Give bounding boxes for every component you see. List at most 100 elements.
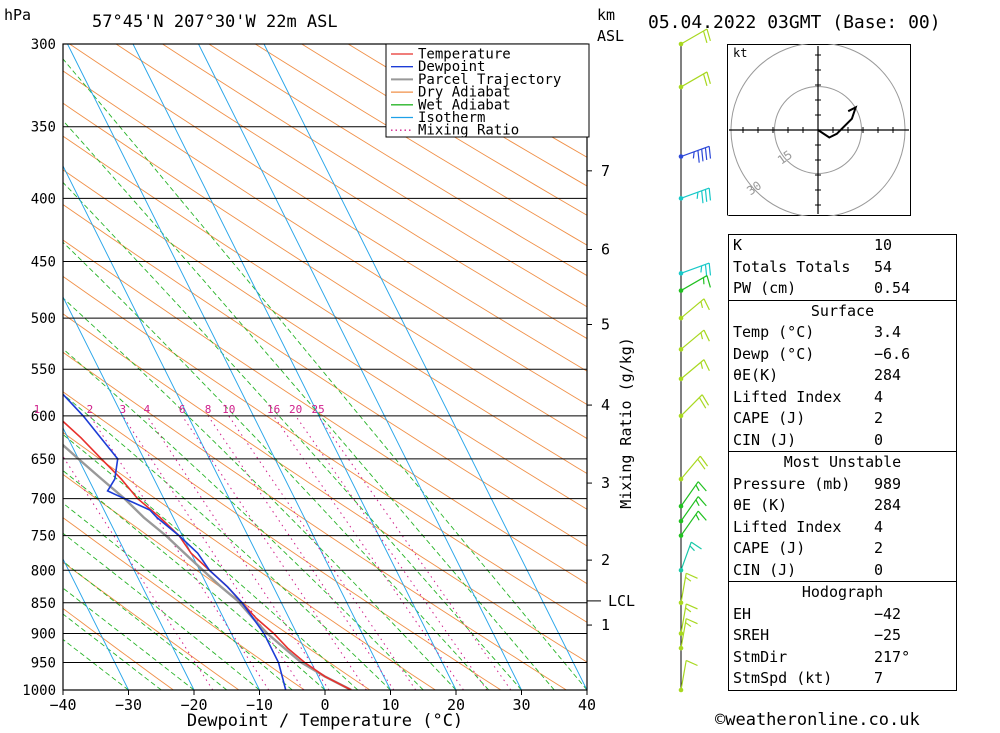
wet-adiabat bbox=[63, 393, 391, 690]
surface-value: 4 bbox=[874, 387, 884, 406]
surface-title: Surface bbox=[810, 301, 875, 320]
dry-adiabat bbox=[162, 44, 587, 308]
hodograph-ring-label: 15 bbox=[775, 148, 795, 168]
dry-adiabat bbox=[63, 102, 587, 440]
dry-adiabat bbox=[255, 44, 587, 246]
x-tick-label: 40 bbox=[578, 696, 596, 714]
dewpoint-profile bbox=[63, 393, 287, 690]
mixing-ratio-label: 8 bbox=[205, 403, 212, 416]
mixing-ratio-label: 3 bbox=[119, 403, 126, 416]
hodograph-stat-value: −25 bbox=[874, 626, 902, 644]
surface-section: Surface Temp (°C) 3.4 Dewp (°C) −6.6 θE(K) 28… bbox=[729, 299, 956, 452]
surface-label: Lifted Index bbox=[733, 387, 842, 406]
hodograph-section: Hodograph EH −42 SREH −25 StmDir 217° StmSpd (… bbox=[729, 581, 956, 690]
hodograph-stat-row: StmDir 217° bbox=[729, 647, 956, 669]
wind-barb bbox=[678, 28, 711, 47]
km-tick-label: 1 bbox=[601, 616, 610, 634]
surface-row: Dewp (°C) −6.6 bbox=[729, 344, 956, 366]
index-row: PW (cm) 0.54 bbox=[729, 278, 956, 300]
x-tick-label: −20 bbox=[180, 696, 207, 714]
wind-barb bbox=[678, 510, 707, 538]
index-value: 54 bbox=[874, 257, 893, 276]
mixing-ratio-label: 20 bbox=[289, 403, 302, 416]
hodograph-title: Hodograph bbox=[801, 583, 884, 601]
mixing-ratio-label: 10 bbox=[222, 403, 235, 416]
index-row: Totals Totals 54 bbox=[729, 257, 956, 279]
dry-adiabat bbox=[63, 431, 436, 690]
most-unstable-value: 2 bbox=[874, 539, 884, 557]
most-unstable-label: θE (K) bbox=[733, 496, 788, 514]
x-tick-label: 20 bbox=[447, 696, 465, 714]
hodograph-chart: 153045kt bbox=[727, 44, 911, 216]
km-label: km bbox=[597, 6, 616, 24]
km-tick-label: 2 bbox=[601, 551, 610, 569]
wet-adiabat bbox=[63, 58, 587, 690]
index-label: K bbox=[733, 236, 743, 254]
legend-entry: Parcel Trajectory bbox=[418, 72, 561, 88]
hodograph-stat-label: SREH bbox=[733, 626, 770, 644]
mixing-ratio-line bbox=[228, 415, 417, 690]
hodograph-stat-row: SREH −25 bbox=[729, 625, 956, 647]
hodograph-stat-label: EH bbox=[733, 604, 752, 623]
x-tick-label: −40 bbox=[49, 696, 76, 714]
mixing-ratio-axis-label: Mixing Ratio (g/kg) bbox=[617, 337, 635, 509]
most-unstable-row: θE (K) 284 bbox=[729, 495, 956, 517]
mixing-ratio-label: 6 bbox=[179, 403, 186, 416]
km-tick-label: 3 bbox=[601, 474, 610, 492]
mixing-ratio-line bbox=[207, 415, 395, 690]
isotherm bbox=[63, 164, 326, 690]
km-tick-label: 5 bbox=[601, 315, 610, 333]
wind-barb bbox=[678, 603, 698, 636]
temperature-profile bbox=[63, 420, 352, 690]
wind-barb bbox=[678, 187, 712, 204]
most-unstable-label: Lifted Index bbox=[733, 517, 842, 536]
hodograph-stat-value: −42 bbox=[874, 604, 902, 623]
mixing-ratio-label: 1 bbox=[34, 403, 41, 416]
dry-adiabat bbox=[63, 561, 240, 690]
most-unstable-value: 4 bbox=[874, 517, 884, 536]
mixing-ratio-label: 16 bbox=[267, 403, 280, 416]
most-unstable-value: 989 bbox=[874, 474, 902, 493]
pressure-tick-label: 700 bbox=[31, 492, 56, 508]
most-unstable-row: CIN (J) 0 bbox=[729, 560, 956, 582]
wind-barb bbox=[678, 541, 702, 573]
location-title: 57°45'N 207°30'W 22m ASL bbox=[92, 12, 338, 32]
hodograph-stat-value: 217° bbox=[874, 647, 911, 666]
wet-adiabat bbox=[63, 433, 359, 690]
datetime-title: 05.04.2022 03GMT (Base: 00) bbox=[648, 12, 941, 33]
km-tick-label: 6 bbox=[601, 240, 610, 258]
wind-barb bbox=[678, 145, 712, 163]
legend-entry: Dewpoint bbox=[418, 59, 485, 75]
dry-adiabat bbox=[63, 517, 305, 690]
dry-adiabat bbox=[63, 473, 371, 690]
surface-value: 284 bbox=[874, 366, 902, 384]
copyright-footer[interactable]: ©weatheronline.co.uk bbox=[715, 710, 920, 730]
surface-value: 0 bbox=[874, 430, 884, 449]
wind-barb bbox=[678, 394, 710, 419]
x-axis-label: Dewpoint / Temperature (°C) bbox=[187, 711, 463, 731]
mixing-ratio-line bbox=[317, 415, 512, 690]
x-tick-label: 30 bbox=[512, 696, 530, 714]
surface-row: CAPE (J) 2 bbox=[729, 408, 956, 430]
wet-adiabat bbox=[63, 181, 522, 690]
indices-panel: K 10 Totals Totals 54 PW (cm) 0.54 Surface Te… bbox=[728, 234, 957, 691]
mixing-ratio-label: 25 bbox=[311, 403, 324, 416]
legend-entry: Dry Adiabat bbox=[418, 85, 511, 101]
surface-row: Temp (°C) 3.4 bbox=[729, 322, 956, 344]
most-unstable-section: Most Unstable Pressure (mb) 989 θE (K) 284 L… bbox=[729, 451, 956, 581]
hpa-label: hPa bbox=[4, 6, 32, 24]
wind-barb bbox=[678, 71, 711, 90]
index-value: 0.54 bbox=[874, 279, 911, 297]
most-unstable-row: CAPE (J) 2 bbox=[729, 538, 956, 560]
x-tick-label: −10 bbox=[246, 696, 273, 714]
wet-adiabat bbox=[63, 587, 195, 690]
hodograph-trace bbox=[817, 105, 858, 139]
surface-label: Temp (°C) bbox=[733, 323, 815, 341]
hodograph-stat-label: StmDir bbox=[733, 647, 788, 666]
wet-adiabat bbox=[63, 613, 162, 690]
pressure-tick-label: 650 bbox=[31, 452, 56, 468]
wind-barb bbox=[678, 359, 710, 382]
mixing-ratio-line bbox=[295, 415, 488, 690]
index-row: K 10 bbox=[729, 235, 956, 257]
